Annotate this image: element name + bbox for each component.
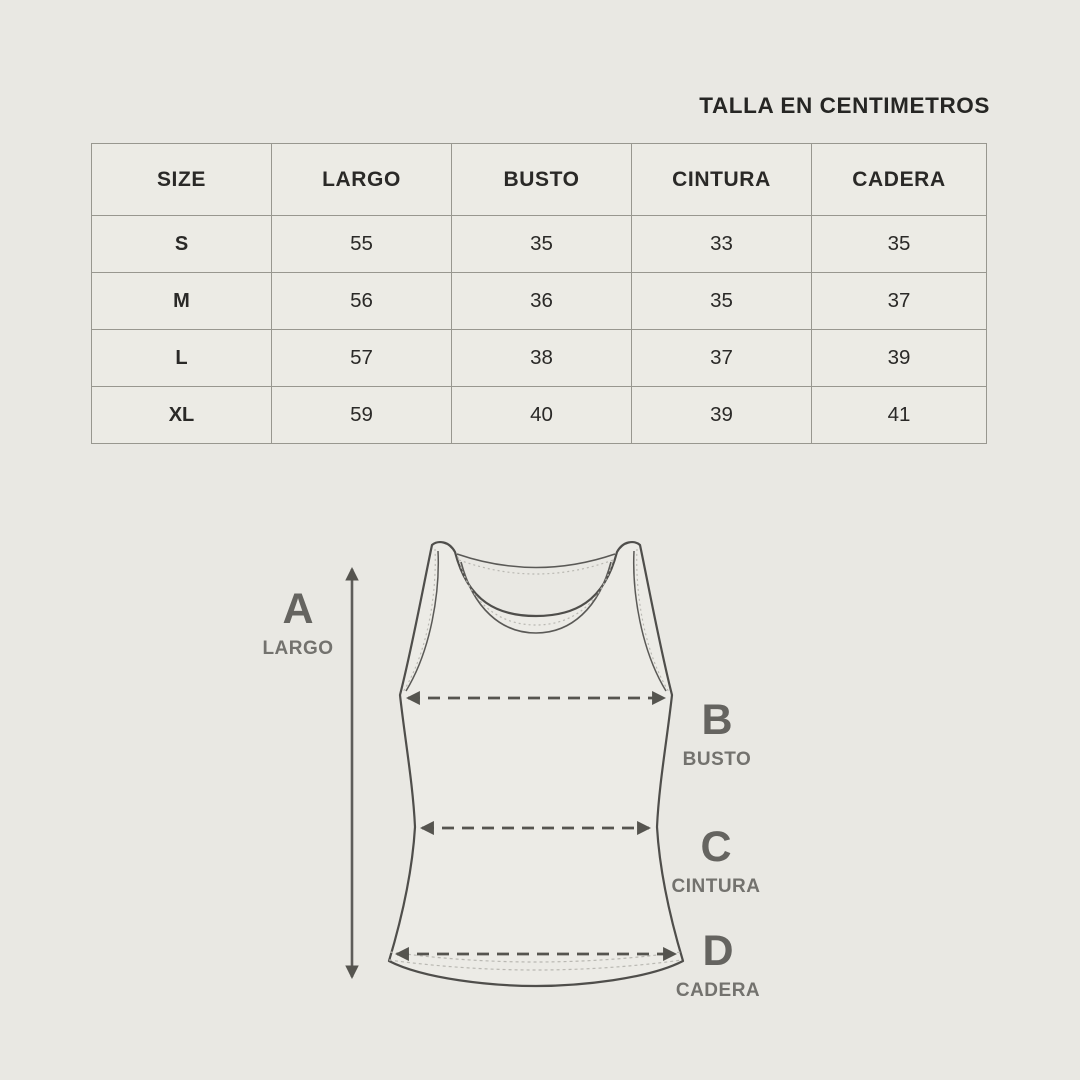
label-cadera-word: CADERA xyxy=(675,980,761,1001)
header-cintura: CINTURA xyxy=(631,143,812,216)
cell-size-s: S xyxy=(91,215,272,273)
cell-busto-s: 35 xyxy=(451,215,632,273)
label-cintura-letter: C xyxy=(700,823,732,871)
cell-largo-s: 55 xyxy=(271,215,452,273)
cell-cintura-m: 35 xyxy=(631,272,812,330)
cell-cintura-xl: 39 xyxy=(631,386,812,444)
cell-busto-l: 38 xyxy=(451,329,632,387)
label-cintura-word: CINTURA xyxy=(671,876,761,897)
cell-cintura-l: 37 xyxy=(631,329,812,387)
page-title: TALLA EN CENTIMETROS xyxy=(699,93,990,118)
label-busto-word: BUSTO xyxy=(682,749,752,770)
label-largo: A LARGO xyxy=(243,585,353,659)
table-header-row: SIZE LARGO BUSTO CINTURA CADERA xyxy=(91,143,987,216)
label-cadera: D CADERA xyxy=(663,927,773,1001)
table-row-s: S 55 35 33 35 xyxy=(91,215,987,273)
table-row-l: L 57 38 37 39 xyxy=(91,329,987,387)
label-busto: B BUSTO xyxy=(662,696,772,770)
header-busto: BUSTO xyxy=(451,143,632,216)
cell-cintura-s: 33 xyxy=(631,215,812,273)
header-size: SIZE xyxy=(91,143,272,216)
table-row-xl: XL 59 40 39 41 xyxy=(91,386,987,444)
tank-top-diagram xyxy=(345,541,685,988)
cell-cadera-s: 35 xyxy=(811,215,987,273)
cell-cadera-l: 39 xyxy=(811,329,987,387)
size-table: SIZE LARGO BUSTO CINTURA CADERA S 55 35 … xyxy=(91,143,987,444)
cell-cadera-xl: 41 xyxy=(811,386,987,444)
cell-size-l: L xyxy=(91,329,272,387)
cell-largo-m: 56 xyxy=(271,272,452,330)
label-cintura: C CINTURA xyxy=(661,823,771,897)
header-cadera: CADERA xyxy=(811,143,987,216)
table-row-m: M 56 36 35 37 xyxy=(91,272,987,330)
cell-cadera-m: 37 xyxy=(811,272,987,330)
label-busto-letter: B xyxy=(701,696,733,744)
cell-size-m: M xyxy=(91,272,272,330)
cell-largo-xl: 59 xyxy=(271,386,452,444)
tank-top-outline xyxy=(387,541,685,988)
label-largo-word: LARGO xyxy=(262,638,334,659)
cell-size-xl: XL xyxy=(91,386,272,444)
label-cadera-letter: D xyxy=(702,927,734,975)
header-largo: LARGO xyxy=(271,143,452,216)
cell-busto-m: 36 xyxy=(451,272,632,330)
cell-largo-l: 57 xyxy=(271,329,452,387)
cell-busto-xl: 40 xyxy=(451,386,632,444)
label-largo-letter: A xyxy=(282,585,314,633)
